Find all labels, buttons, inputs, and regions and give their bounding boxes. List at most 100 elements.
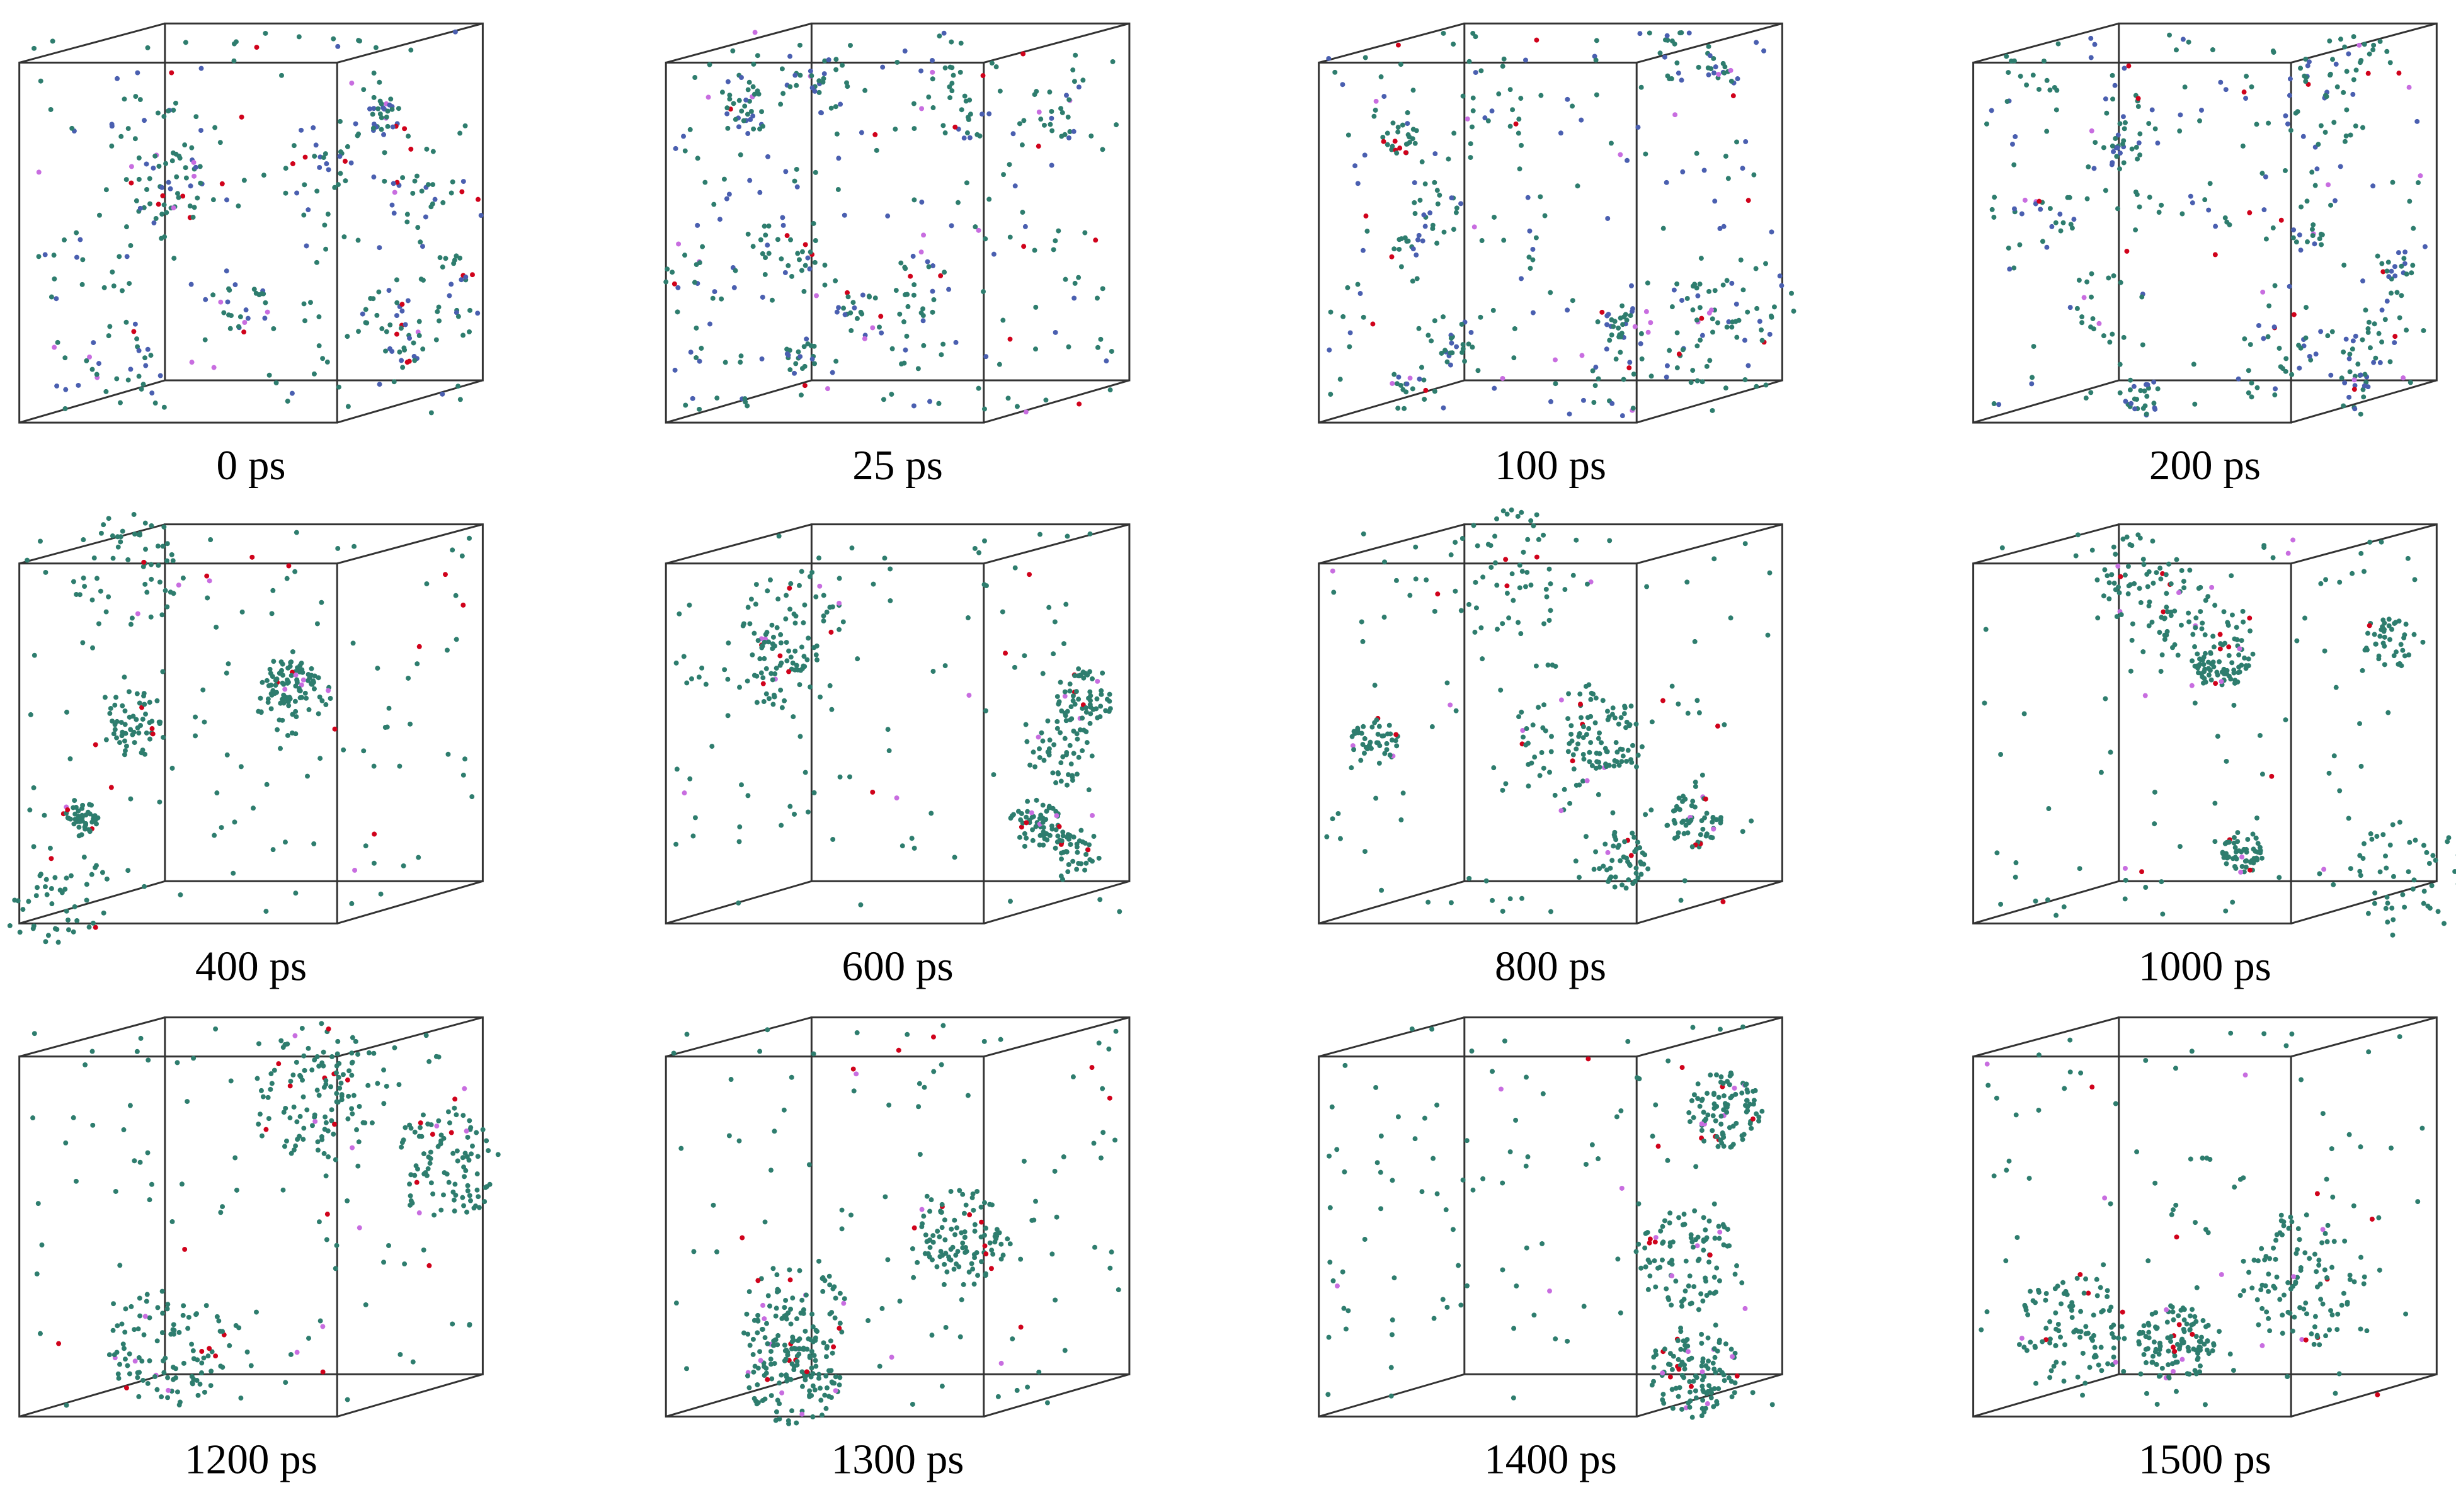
atom <box>911 1275 917 1280</box>
atom <box>2347 351 2353 357</box>
atom <box>407 1181 413 1187</box>
atom <box>1342 1062 1348 1068</box>
atom <box>2318 1297 2324 1302</box>
atom <box>81 855 87 860</box>
atom <box>833 104 838 110</box>
atom <box>1695 1081 1701 1087</box>
atom <box>794 184 800 190</box>
atom <box>1575 183 1580 189</box>
atom <box>2271 1245 2276 1251</box>
atom <box>837 1321 843 1326</box>
atom <box>2138 388 2144 394</box>
atom <box>119 1321 125 1327</box>
atom <box>2211 644 2217 650</box>
atom <box>169 70 174 76</box>
atom <box>1030 827 1036 833</box>
atom <box>1727 1125 1732 1130</box>
snapshot-panel: 1300 ps <box>665 1016 1131 1482</box>
atom <box>938 1208 944 1214</box>
atom <box>2411 877 2417 883</box>
atom <box>161 734 166 740</box>
atom <box>833 278 838 283</box>
atom <box>1012 183 1018 189</box>
atom <box>894 59 900 65</box>
atom <box>724 196 729 202</box>
atom <box>707 62 712 67</box>
atom <box>329 1054 335 1059</box>
atom <box>816 78 822 84</box>
atom <box>821 613 826 619</box>
atom <box>1752 1088 1758 1093</box>
atom <box>316 343 322 349</box>
atom <box>1063 276 1068 282</box>
atom <box>408 1193 413 1198</box>
atom <box>1453 210 1459 215</box>
atom <box>1624 758 1630 764</box>
atom <box>1682 1288 1688 1294</box>
atom <box>1552 357 1558 363</box>
atom <box>926 1238 932 1243</box>
atom <box>2033 201 2038 207</box>
atom <box>889 346 895 351</box>
atom <box>1690 799 1696 804</box>
atom <box>283 190 288 196</box>
atom <box>930 76 935 82</box>
atom <box>1466 59 1472 64</box>
atom <box>1490 1069 1495 1074</box>
atom <box>1742 338 1747 343</box>
atom <box>1628 313 1633 319</box>
atom <box>1532 754 1538 760</box>
atom <box>1693 1373 1698 1378</box>
atom <box>332 1122 337 1127</box>
atom <box>1417 377 1422 382</box>
atom <box>794 1316 799 1322</box>
atom <box>101 910 106 916</box>
atom <box>1492 533 1498 539</box>
atom <box>2259 1305 2265 1311</box>
atom <box>2225 620 2230 625</box>
atom <box>2343 336 2349 342</box>
atom <box>199 1360 205 1366</box>
atom <box>2167 32 2173 38</box>
atom <box>2133 227 2139 233</box>
atom <box>155 543 161 549</box>
atom <box>2179 211 2185 217</box>
atom <box>42 884 48 890</box>
atom <box>2325 1222 2331 1228</box>
atom <box>1080 669 1086 675</box>
atom <box>471 1205 477 1211</box>
atom <box>195 195 200 201</box>
atom <box>1588 740 1594 746</box>
atom <box>1645 280 1650 286</box>
cube-edge <box>19 880 166 924</box>
cube-edge <box>983 880 1130 924</box>
atom <box>2188 1156 2193 1162</box>
atom <box>2402 261 2407 266</box>
atom <box>2280 1331 2285 1336</box>
atom <box>377 245 382 251</box>
atom <box>1518 96 1524 101</box>
atom <box>1110 59 1116 64</box>
atom <box>2382 627 2387 632</box>
atom <box>1359 619 1364 625</box>
atom <box>1616 721 1621 727</box>
atom <box>135 1375 140 1380</box>
atom <box>1007 162 1012 168</box>
atom <box>26 899 31 904</box>
atom <box>64 875 69 881</box>
atom <box>725 713 731 719</box>
atom <box>1415 237 1420 242</box>
atom <box>788 581 794 586</box>
atom <box>765 1027 770 1033</box>
cube-edge <box>1973 379 2120 424</box>
atom <box>801 663 806 669</box>
time-label: 100 ps <box>1495 441 1606 489</box>
atom <box>2044 128 2050 134</box>
atom <box>120 288 125 293</box>
atom <box>808 68 813 74</box>
atom <box>1712 288 1718 293</box>
atom <box>2224 851 2229 856</box>
atom <box>1645 329 1651 335</box>
atom <box>335 1038 341 1044</box>
atom <box>131 729 137 735</box>
